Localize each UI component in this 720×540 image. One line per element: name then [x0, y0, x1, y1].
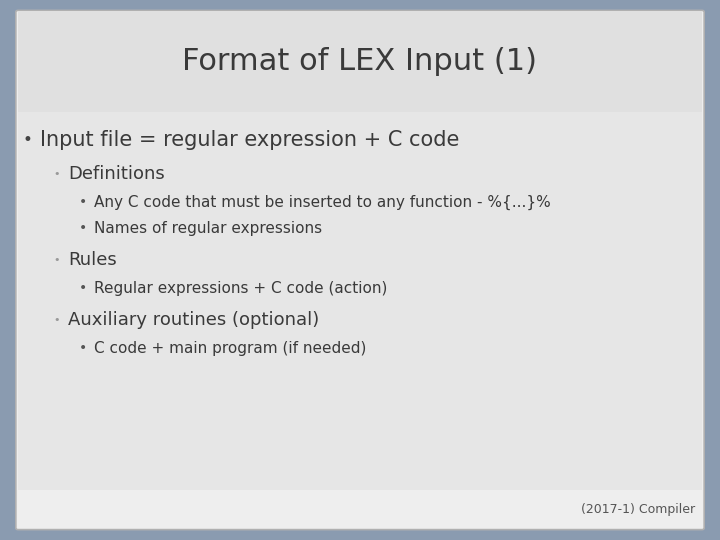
Text: •: •: [78, 221, 87, 235]
Text: Regular expressions + C code (action): Regular expressions + C code (action): [94, 280, 387, 295]
Text: Any C code that must be inserted to any function - %{...}%: Any C code that must be inserted to any …: [94, 194, 550, 210]
Text: Definitions: Definitions: [68, 165, 165, 183]
Text: •: •: [78, 195, 87, 209]
Text: •: •: [53, 169, 60, 179]
Text: •: •: [53, 315, 60, 325]
Text: Input file = regular expression + C code: Input file = regular expression + C code: [40, 130, 459, 150]
Text: C code + main program (if needed): C code + main program (if needed): [94, 341, 366, 355]
Text: Names of regular expressions: Names of regular expressions: [94, 220, 322, 235]
Text: •: •: [53, 255, 60, 265]
Text: Auxiliary routines (optional): Auxiliary routines (optional): [68, 311, 320, 329]
Text: (2017-1) Compiler: (2017-1) Compiler: [580, 503, 695, 516]
Text: •: •: [22, 131, 32, 149]
Text: Rules: Rules: [68, 251, 117, 269]
Text: •: •: [78, 281, 87, 295]
Text: •: •: [78, 341, 87, 355]
Text: Format of LEX Input (1): Format of LEX Input (1): [182, 48, 538, 77]
